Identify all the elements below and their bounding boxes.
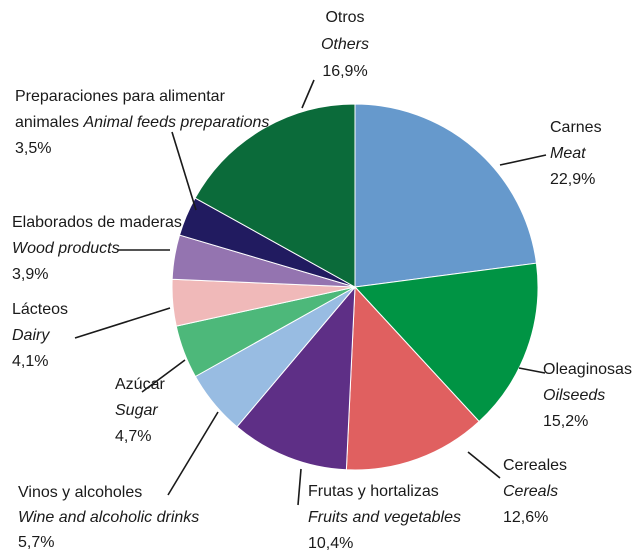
category-name-en: Cereals [503, 483, 559, 500]
leader-line [171, 131, 197, 211]
category-name-en: Meat [550, 145, 586, 162]
category-name-en: Animal feeds preparations [83, 114, 270, 131]
pie-slice [354, 103, 538, 288]
category-name: Vinos y alcoholes [18, 484, 143, 501]
leader-line [297, 468, 302, 506]
value-label: 15,2% [543, 413, 589, 430]
label-names: Preparaciones para alimentar animales An… [15, 84, 283, 136]
slice-label: Azúcar Sugar 4,7% [115, 372, 165, 450]
pie-slice [194, 103, 356, 288]
category-name-en: Dairy [12, 327, 50, 344]
value-label: 5,7% [18, 534, 55, 551]
slice-label: Lácteos Dairy 4,1% [12, 297, 68, 375]
slice-label: Carnes Meat 22,9% [550, 115, 602, 193]
value-label: 12,6% [503, 509, 549, 526]
category-name: Elaborados de maderas [12, 214, 182, 231]
category-name: Otros [325, 9, 365, 26]
category-name: Preparaciones para alimentar animales [15, 88, 225, 131]
slice-label: Cereales Cereals 12,6% [503, 453, 567, 531]
slice-label: Oleaginosas Oilseeds 15,2% [543, 357, 632, 435]
pie-slice [353, 262, 539, 423]
value-label: 4,1% [12, 353, 49, 370]
category-name-en: Wine and alcoholic drinks [18, 509, 200, 526]
leader-line [499, 154, 547, 166]
slice-label: Preparaciones para alimentar animales An… [15, 84, 283, 162]
category-name: Lácteos [12, 301, 69, 318]
category-name: Carnes [550, 119, 602, 136]
slice-label: Elaborados de maderas Wood products 3,9% [12, 210, 182, 288]
value-label: 16,9% [322, 63, 368, 80]
category-name: Frutas y hortalizas [308, 483, 439, 500]
category-name: Azúcar [115, 376, 165, 393]
leader-line [74, 307, 171, 339]
category-name-en: Wood products [12, 240, 120, 257]
value-label: 3,5% [15, 140, 52, 157]
category-name-en: Sugar [115, 402, 158, 419]
value-label: 3,9% [12, 266, 49, 283]
leader-line [518, 367, 546, 374]
leader-line [467, 451, 501, 479]
slice-label: Vinos y alcoholes Wine and alcoholic drin… [18, 480, 199, 555]
slice-label: Frutas y hortalizas Fruits and vegetables… [308, 479, 461, 557]
category-name: Oleaginosas [543, 361, 632, 378]
category-name-en: Oilseeds [543, 387, 606, 404]
value-label: 10,4% [308, 535, 354, 552]
pie-slice [236, 285, 356, 471]
category-name-en: Fruits and vegetables [308, 509, 461, 526]
pie-slice [345, 285, 480, 471]
leader-line [167, 411, 219, 496]
category-name-en: Others [320, 36, 369, 53]
value-label: 4,7% [115, 428, 152, 445]
leader-line [301, 79, 315, 109]
slice-label: Otros Others 16,9% [245, 4, 445, 85]
category-name: Cereales [503, 457, 568, 474]
leader-line [141, 359, 186, 393]
value-label: 22,9% [550, 171, 596, 188]
